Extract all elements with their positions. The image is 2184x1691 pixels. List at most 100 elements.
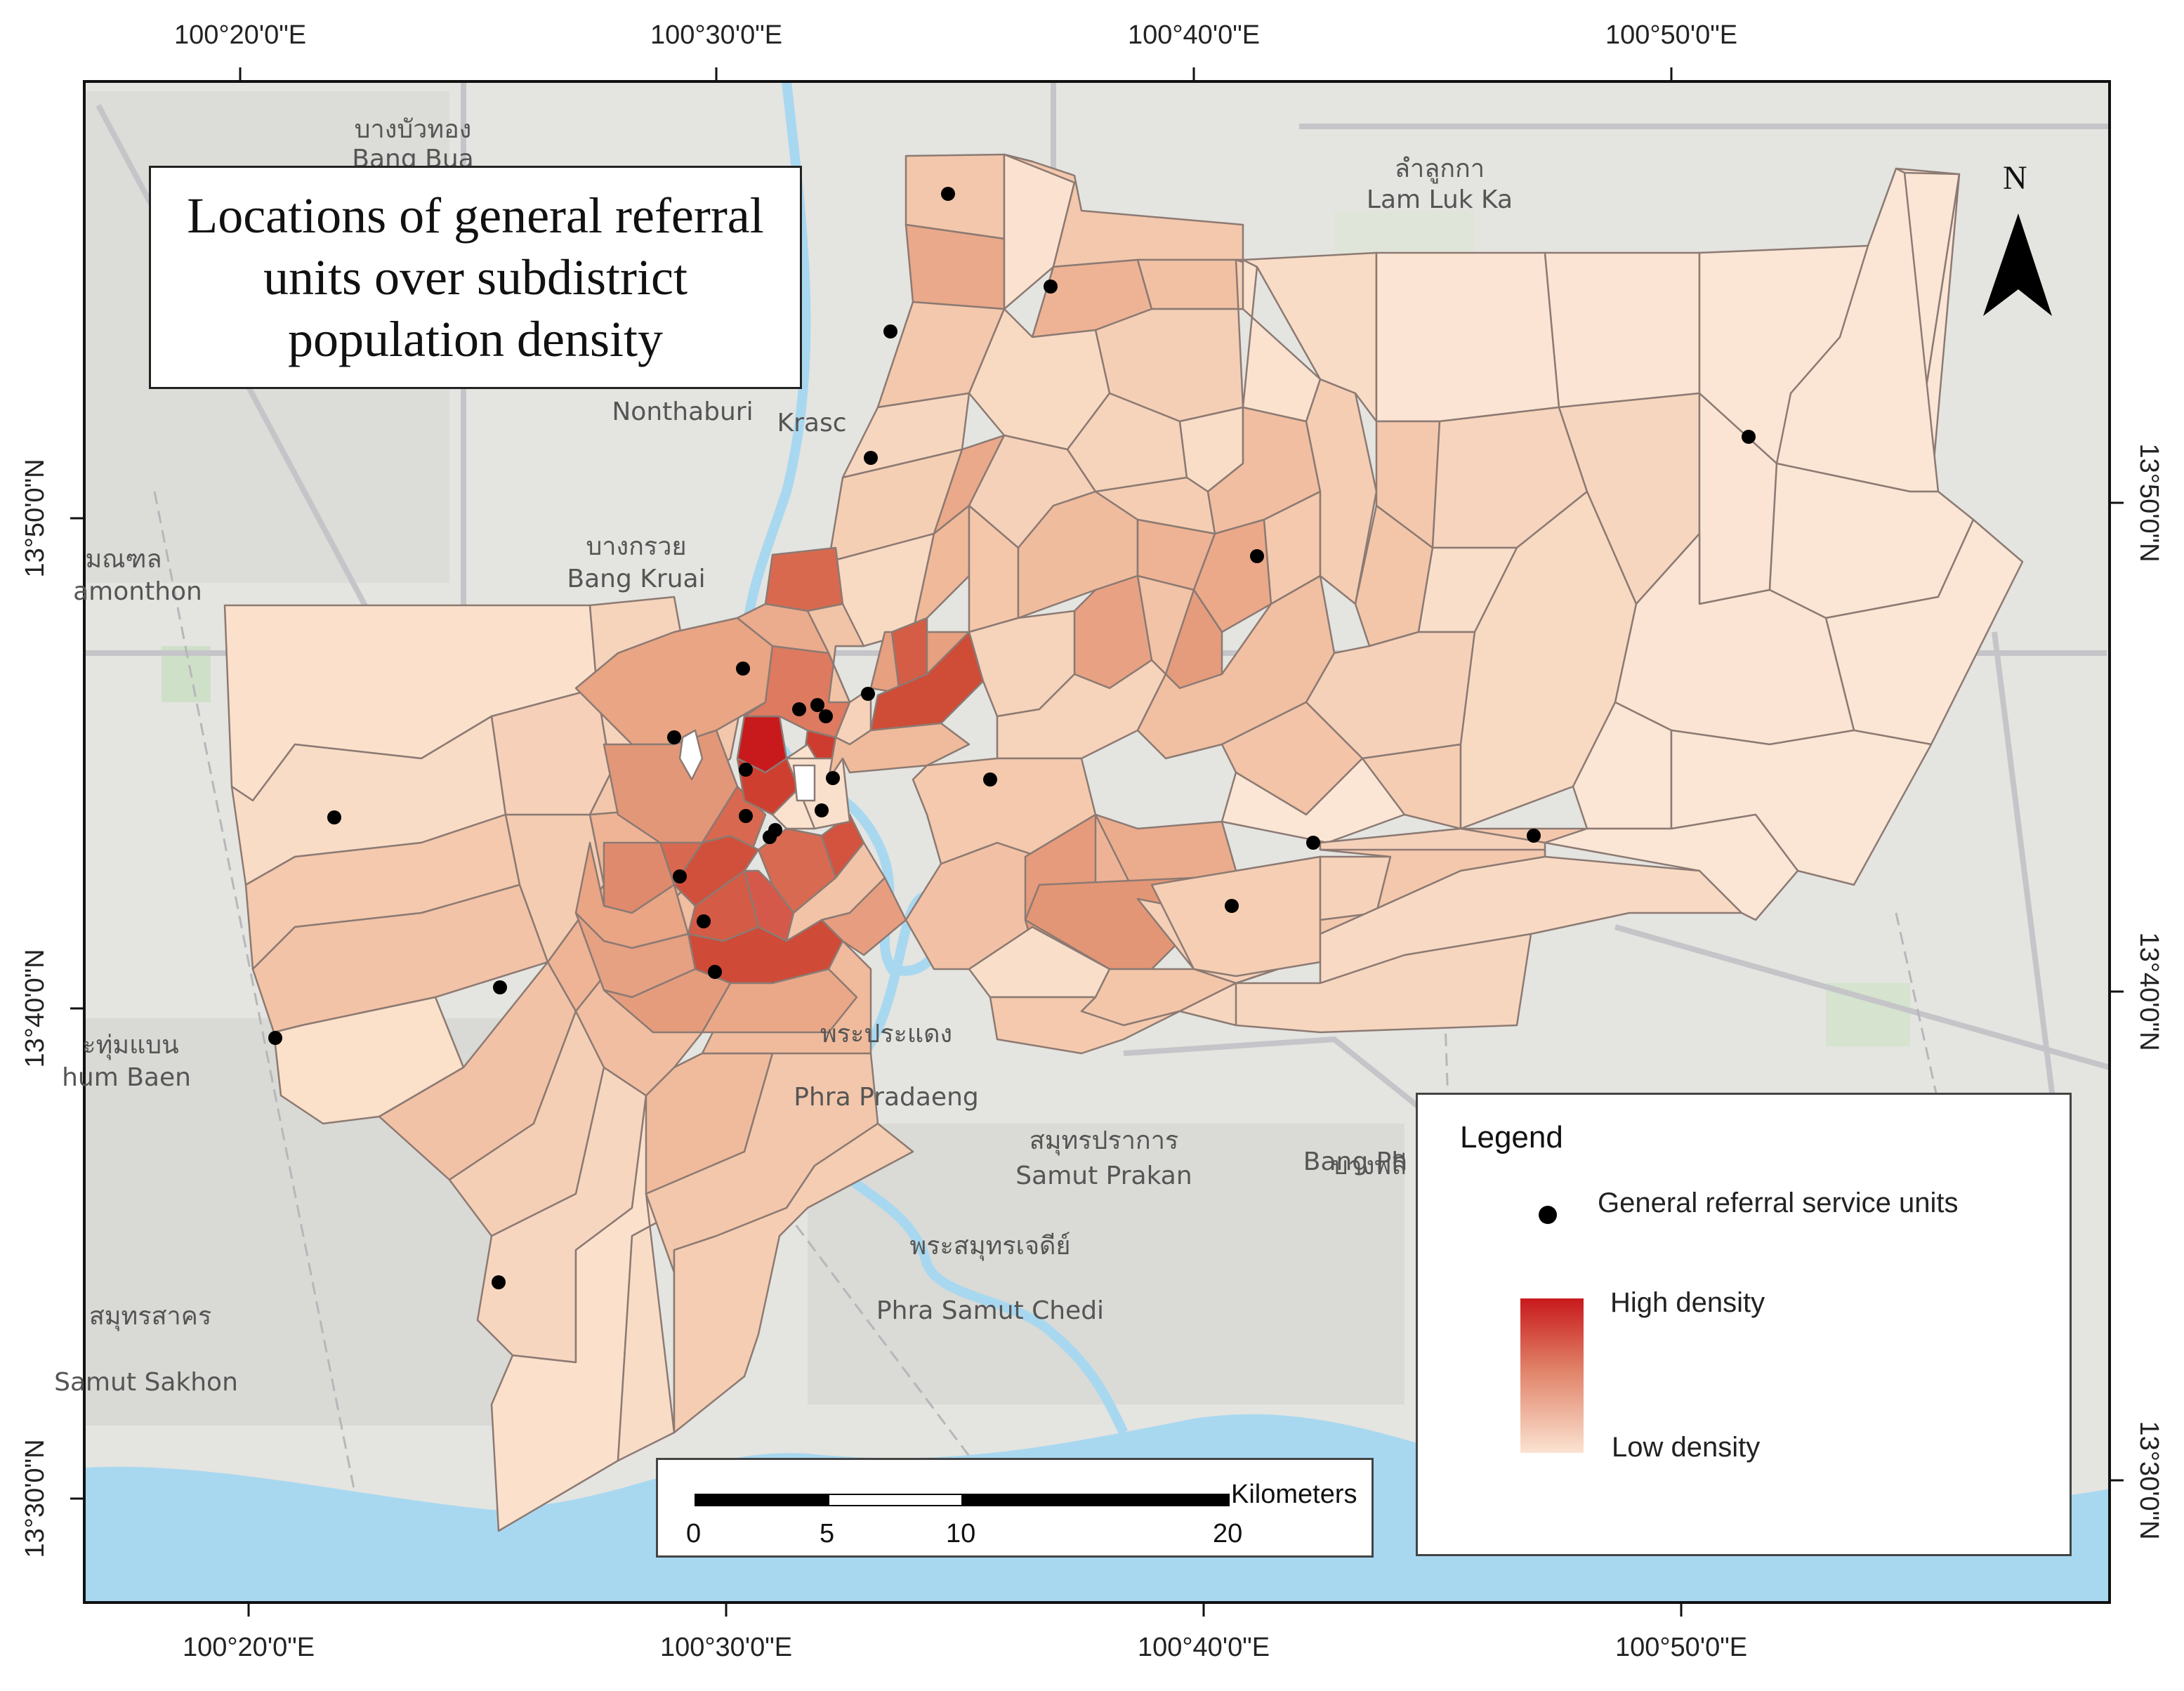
subdistrict [1003, 153, 1244, 268]
longitude-label: 100°50'0"E [1615, 1633, 1747, 1662]
longitude-label: 100°30'0"E [650, 20, 782, 50]
graticule-ticks [70, 67, 2124, 1617]
latitude-label: 13°30'0"N [2134, 1421, 2164, 1539]
subdistrict [673, 1122, 914, 1434]
service-unit-point [864, 451, 878, 465]
subdistrict [678, 729, 704, 781]
service-unit-point [1742, 430, 1756, 444]
longitude-label: 100°30'0"E [660, 1633, 792, 1662]
latitude-label: 13°40'0"N [2134, 932, 2164, 1051]
place-label-latin: Samut Prakan [1015, 1162, 1192, 1190]
subdistrict [1235, 933, 1532, 1034]
service-unit-point [1044, 279, 1058, 294]
longitude-label: 100°20'0"E [183, 1633, 315, 1662]
service-unit-point [739, 763, 753, 777]
subdistrict [792, 764, 816, 802]
place-label-latin: Phra Samut Chedi [876, 1296, 1104, 1325]
place-label-thai: ะทุ่มแบน [82, 1031, 178, 1060]
subdistrict [1544, 251, 1701, 409]
service-unit-point [1225, 899, 1239, 913]
service-unit-point [708, 965, 722, 979]
service-unit-point [826, 771, 840, 785]
service-unit-point [983, 772, 997, 787]
service-unit-point [792, 702, 806, 716]
place-label-thai: สมุทรปราการ [1029, 1126, 1179, 1156]
service-unit-point [815, 803, 829, 817]
service-unit-point [883, 324, 897, 338]
subdistrict [764, 546, 844, 612]
service-unit-point [810, 698, 824, 712]
service-unit-point [819, 709, 833, 723]
scale-bar: Kilometers 0 5 10 20 [656, 1458, 1374, 1558]
longitude-label: 100°20'0"E [174, 20, 306, 50]
place-label-latin: Nonthaburi [612, 397, 753, 426]
place-label-thai: สมุทรสาคร [89, 1302, 211, 1331]
density-color-ramp [1520, 1298, 1584, 1453]
high-density-label: High density [1610, 1287, 1765, 1318]
north-label: N [2003, 159, 2027, 197]
service-unit-label: General referral service units [1598, 1187, 1959, 1218]
subdistrict [1544, 813, 1799, 921]
service-unit-point [861, 687, 875, 701]
place-label-latin: amonthon [73, 577, 202, 606]
service-unit-point [941, 187, 955, 201]
longitude-label: 100°40'0"E [1138, 1633, 1270, 1662]
service-unit-point [739, 809, 753, 823]
latitude-label: 13°30'0"N [20, 1439, 50, 1558]
scale-unit: Kilometers [1231, 1480, 1357, 1509]
top-longitude-labels: 100°20'0"E 100°30'0"E 100°40'0"E 100°50'… [174, 20, 1737, 50]
latitude-label: 13°40'0"N [20, 949, 50, 1067]
service-unit-point [667, 730, 681, 744]
service-unit-points [268, 187, 1756, 1289]
place-label-thai: บางกรวย [586, 532, 686, 561]
place-label-thai: พระประแดง [820, 1020, 952, 1048]
subdistrict [1150, 855, 1322, 978]
place-label-latin: Phra Pradaeng [794, 1083, 979, 1112]
place-label-thai: บางบัวทอง [355, 115, 472, 144]
place-label-latin: Bang Ph [1303, 1147, 1407, 1176]
subdistrict [904, 223, 1006, 310]
scale-tick-label: 5 [820, 1519, 835, 1548]
scale-tick-label: 20 [1213, 1519, 1243, 1548]
subdistrict [827, 722, 971, 781]
latitude-label: 13°50'0"N [20, 459, 50, 577]
scale-tick-label: 10 [946, 1519, 976, 1548]
north-arrow: N [1979, 159, 2056, 320]
place-label-latin: Krasc [777, 409, 846, 437]
service-unit-point [673, 869, 687, 883]
place-label-thai: พระสมุทรเจดีย์ [909, 1232, 1070, 1261]
service-unit-point [493, 980, 507, 994]
place-labels: บางบัวทอง Bang Bua ลำลูกกา Lam Luk Ka No… [54, 115, 1513, 1397]
service-unit-point [268, 1031, 282, 1045]
subdistrict [989, 996, 1181, 1055]
north-arrow-icon [1983, 213, 2052, 316]
legend-title: Legend [1460, 1120, 1563, 1154]
place-label-latin: Samut Sakhon [54, 1368, 238, 1397]
service-unit-point [1527, 829, 1541, 843]
latitude-label: 13°50'0"N [2134, 443, 2164, 562]
service-unit-point [1250, 549, 1264, 563]
subdistrict [701, 968, 858, 1034]
subdistrict [736, 603, 830, 654]
low-density-label: Low density [1612, 1432, 1761, 1463]
map-title-box: Locations of general referral units over… [149, 166, 802, 389]
place-label-thai: มณฑล [85, 545, 162, 574]
longitude-label: 100°40'0"E [1128, 20, 1260, 50]
longitude-label: 100°50'0"E [1605, 20, 1737, 50]
scale-tick-label: 0 [686, 1519, 702, 1548]
subdistrict [673, 834, 760, 907]
map-title: Locations of general referral units over… [187, 187, 764, 367]
scale-segment [828, 1494, 963, 1506]
subdistrict [912, 757, 1097, 865]
place-label-thai: ลำลูกกา [1395, 154, 1485, 184]
place-label-latin: Bang Kruai [567, 565, 705, 593]
place-label-thai: บางพลี [1332, 1152, 1407, 1180]
service-unit-point [1306, 836, 1320, 850]
density-choropleth [223, 153, 2024, 1532]
bottom-longitude-labels: 100°20'0"E 100°30'0"E 100°40'0"E 100°50'… [183, 1633, 1747, 1662]
map-frame [83, 80, 2111, 1604]
place-label-latin: Lam Luk Ka [1367, 185, 1513, 214]
subdistrict [1375, 251, 1560, 423]
service-unit-point [736, 662, 750, 676]
